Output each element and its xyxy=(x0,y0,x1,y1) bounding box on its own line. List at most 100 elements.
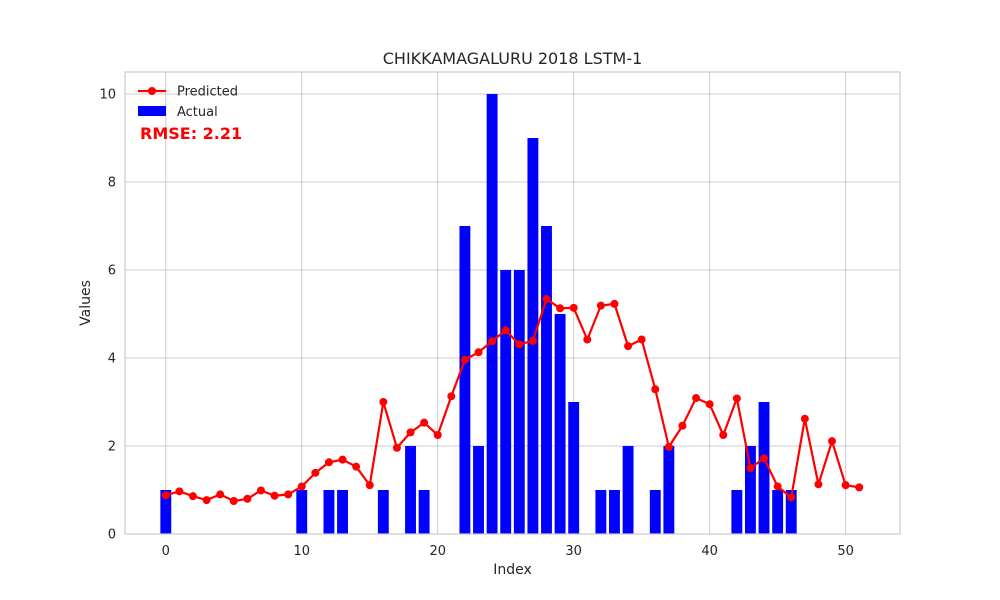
predicted-point xyxy=(841,481,850,490)
actual-bar xyxy=(568,402,580,534)
predicted-line xyxy=(161,295,864,505)
legend-actual-swatch xyxy=(138,106,166,116)
predicted-point xyxy=(392,443,401,452)
actual-bar xyxy=(160,490,172,534)
predicted-point xyxy=(746,464,755,472)
y-tick-label: 6 xyxy=(108,264,116,279)
predicted-point xyxy=(501,326,510,335)
actual-bar xyxy=(513,270,525,534)
x-axis-label: Index xyxy=(493,562,532,578)
predicted-point xyxy=(284,490,293,499)
predicted-point xyxy=(855,483,864,492)
legend-predicted-label: Predicted xyxy=(177,85,238,100)
predicted-point xyxy=(732,394,741,403)
y-axis-label: Values xyxy=(78,280,94,326)
predicted-point xyxy=(719,431,728,439)
x-tick-label: 10 xyxy=(293,544,310,559)
predicted-point xyxy=(760,454,769,463)
predicted-point xyxy=(637,335,646,344)
predicted-point xyxy=(324,458,333,467)
plot-area xyxy=(125,72,900,534)
predicted-point xyxy=(352,462,361,471)
predicted-point xyxy=(433,431,442,439)
predicted-series-line xyxy=(165,297,860,503)
predicted-point xyxy=(311,468,320,477)
predicted-point xyxy=(678,421,687,430)
actual-bar xyxy=(323,490,335,534)
predicted-point xyxy=(664,442,673,451)
predicted-point xyxy=(556,304,565,313)
actual-bar xyxy=(337,490,348,534)
actual-bar xyxy=(622,446,634,534)
predicted-point xyxy=(814,480,823,489)
predicted-point xyxy=(515,340,524,349)
predicted-point xyxy=(256,486,265,495)
rmse-annotation: RMSE: 2.21 xyxy=(140,124,242,143)
actual-bar xyxy=(527,138,539,534)
actual-bar xyxy=(418,490,430,534)
y-tick-label: 2 xyxy=(108,440,116,455)
actual-bar xyxy=(296,490,308,534)
y-tick-label: 0 xyxy=(108,528,116,543)
x-tick-label: 40 xyxy=(701,544,718,559)
chart-title: CHIKKAMAGALURU 2018 LSTM-1 xyxy=(383,49,643,68)
predicted-point xyxy=(229,497,238,505)
predicted-point xyxy=(800,414,809,423)
predicted-point xyxy=(651,385,660,394)
x-tick-label: 0 xyxy=(162,544,170,559)
actual-bar xyxy=(541,226,552,534)
y-tick-label: 8 xyxy=(108,176,116,191)
actual-bar xyxy=(459,226,471,534)
y-tick-label: 4 xyxy=(108,352,116,367)
predicted-point xyxy=(828,437,837,446)
actual-bar xyxy=(595,490,607,534)
predicted-point xyxy=(488,337,497,346)
predicted-point xyxy=(447,392,456,401)
predicted-point xyxy=(787,493,796,502)
predicted-point xyxy=(773,482,782,491)
actual-bar xyxy=(486,94,498,534)
x-tick-label: 30 xyxy=(565,544,582,559)
predicted-point xyxy=(474,348,483,357)
legend-predicted-marker xyxy=(148,87,156,95)
predicted-point xyxy=(460,355,469,364)
predicted-point xyxy=(297,482,306,491)
actual-bar xyxy=(473,446,484,534)
actual-bars xyxy=(160,94,797,534)
actual-bar xyxy=(500,270,512,534)
predicted-point xyxy=(542,295,551,304)
predicted-point xyxy=(692,394,701,403)
x-ticks: 0 10 20 30 40 50 xyxy=(162,544,854,559)
predicted-point xyxy=(379,398,388,406)
predicted-point xyxy=(338,455,347,464)
predicted-point xyxy=(175,487,184,496)
x-tick-label: 20 xyxy=(429,544,446,559)
actual-bar xyxy=(405,446,416,534)
plot-frame xyxy=(124,71,901,535)
predicted-point xyxy=(270,491,279,500)
y-tick-label: 10 xyxy=(99,88,116,103)
x-tick-label: 50 xyxy=(837,544,854,559)
y-ticks: 0 2 4 6 8 10 xyxy=(99,88,116,543)
predicted-point xyxy=(420,418,429,427)
legend: Predicted Actual xyxy=(138,85,238,120)
actual-bar xyxy=(772,490,784,534)
predicted-point xyxy=(569,303,578,312)
predicted-point xyxy=(583,335,592,344)
predicted-point xyxy=(624,342,633,351)
legend-actual-label: Actual xyxy=(177,105,218,120)
predicted-point xyxy=(188,492,197,501)
actual-bar xyxy=(785,490,797,534)
actual-bar xyxy=(377,490,389,534)
actual-bar xyxy=(758,402,770,534)
predicted-point xyxy=(216,490,225,499)
predicted-point xyxy=(596,301,605,310)
predicted-point xyxy=(528,336,537,345)
actual-bar xyxy=(554,314,566,534)
predicted-point xyxy=(202,496,211,505)
actual-bar xyxy=(609,490,620,534)
predicted-point xyxy=(243,494,252,503)
actual-bar xyxy=(731,490,743,534)
predicted-point xyxy=(365,481,374,490)
